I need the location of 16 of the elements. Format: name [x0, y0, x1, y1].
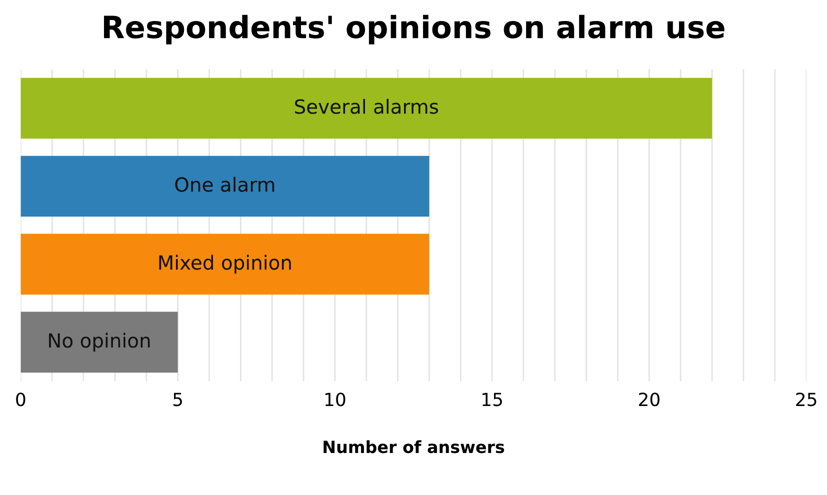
x-axis-title: Number of answers: [324, 440, 504, 454]
x-tick-label: 25: [796, 392, 816, 406]
x-tick-label: 15: [482, 392, 502, 406]
x-tick-label: 10: [325, 392, 346, 406]
chart-title: Respondents' opinions on alarm use: [104, 14, 724, 44]
x-tick-label: 5: [173, 392, 182, 406]
y-tick-label: No opinion: [49, 332, 150, 352]
bar: [20, 156, 430, 217]
y-tick-label: Several alarms: [295, 98, 438, 114]
bar: [20, 312, 178, 373]
bar: [20, 78, 712, 139]
y-tick-label: One alarm: [175, 176, 274, 192]
x-tick-label: 0: [16, 392, 26, 406]
bar: [20, 234, 430, 295]
x-tick-label: 20: [639, 392, 660, 406]
y-tick-label: Mixed opinion: [159, 254, 291, 274]
